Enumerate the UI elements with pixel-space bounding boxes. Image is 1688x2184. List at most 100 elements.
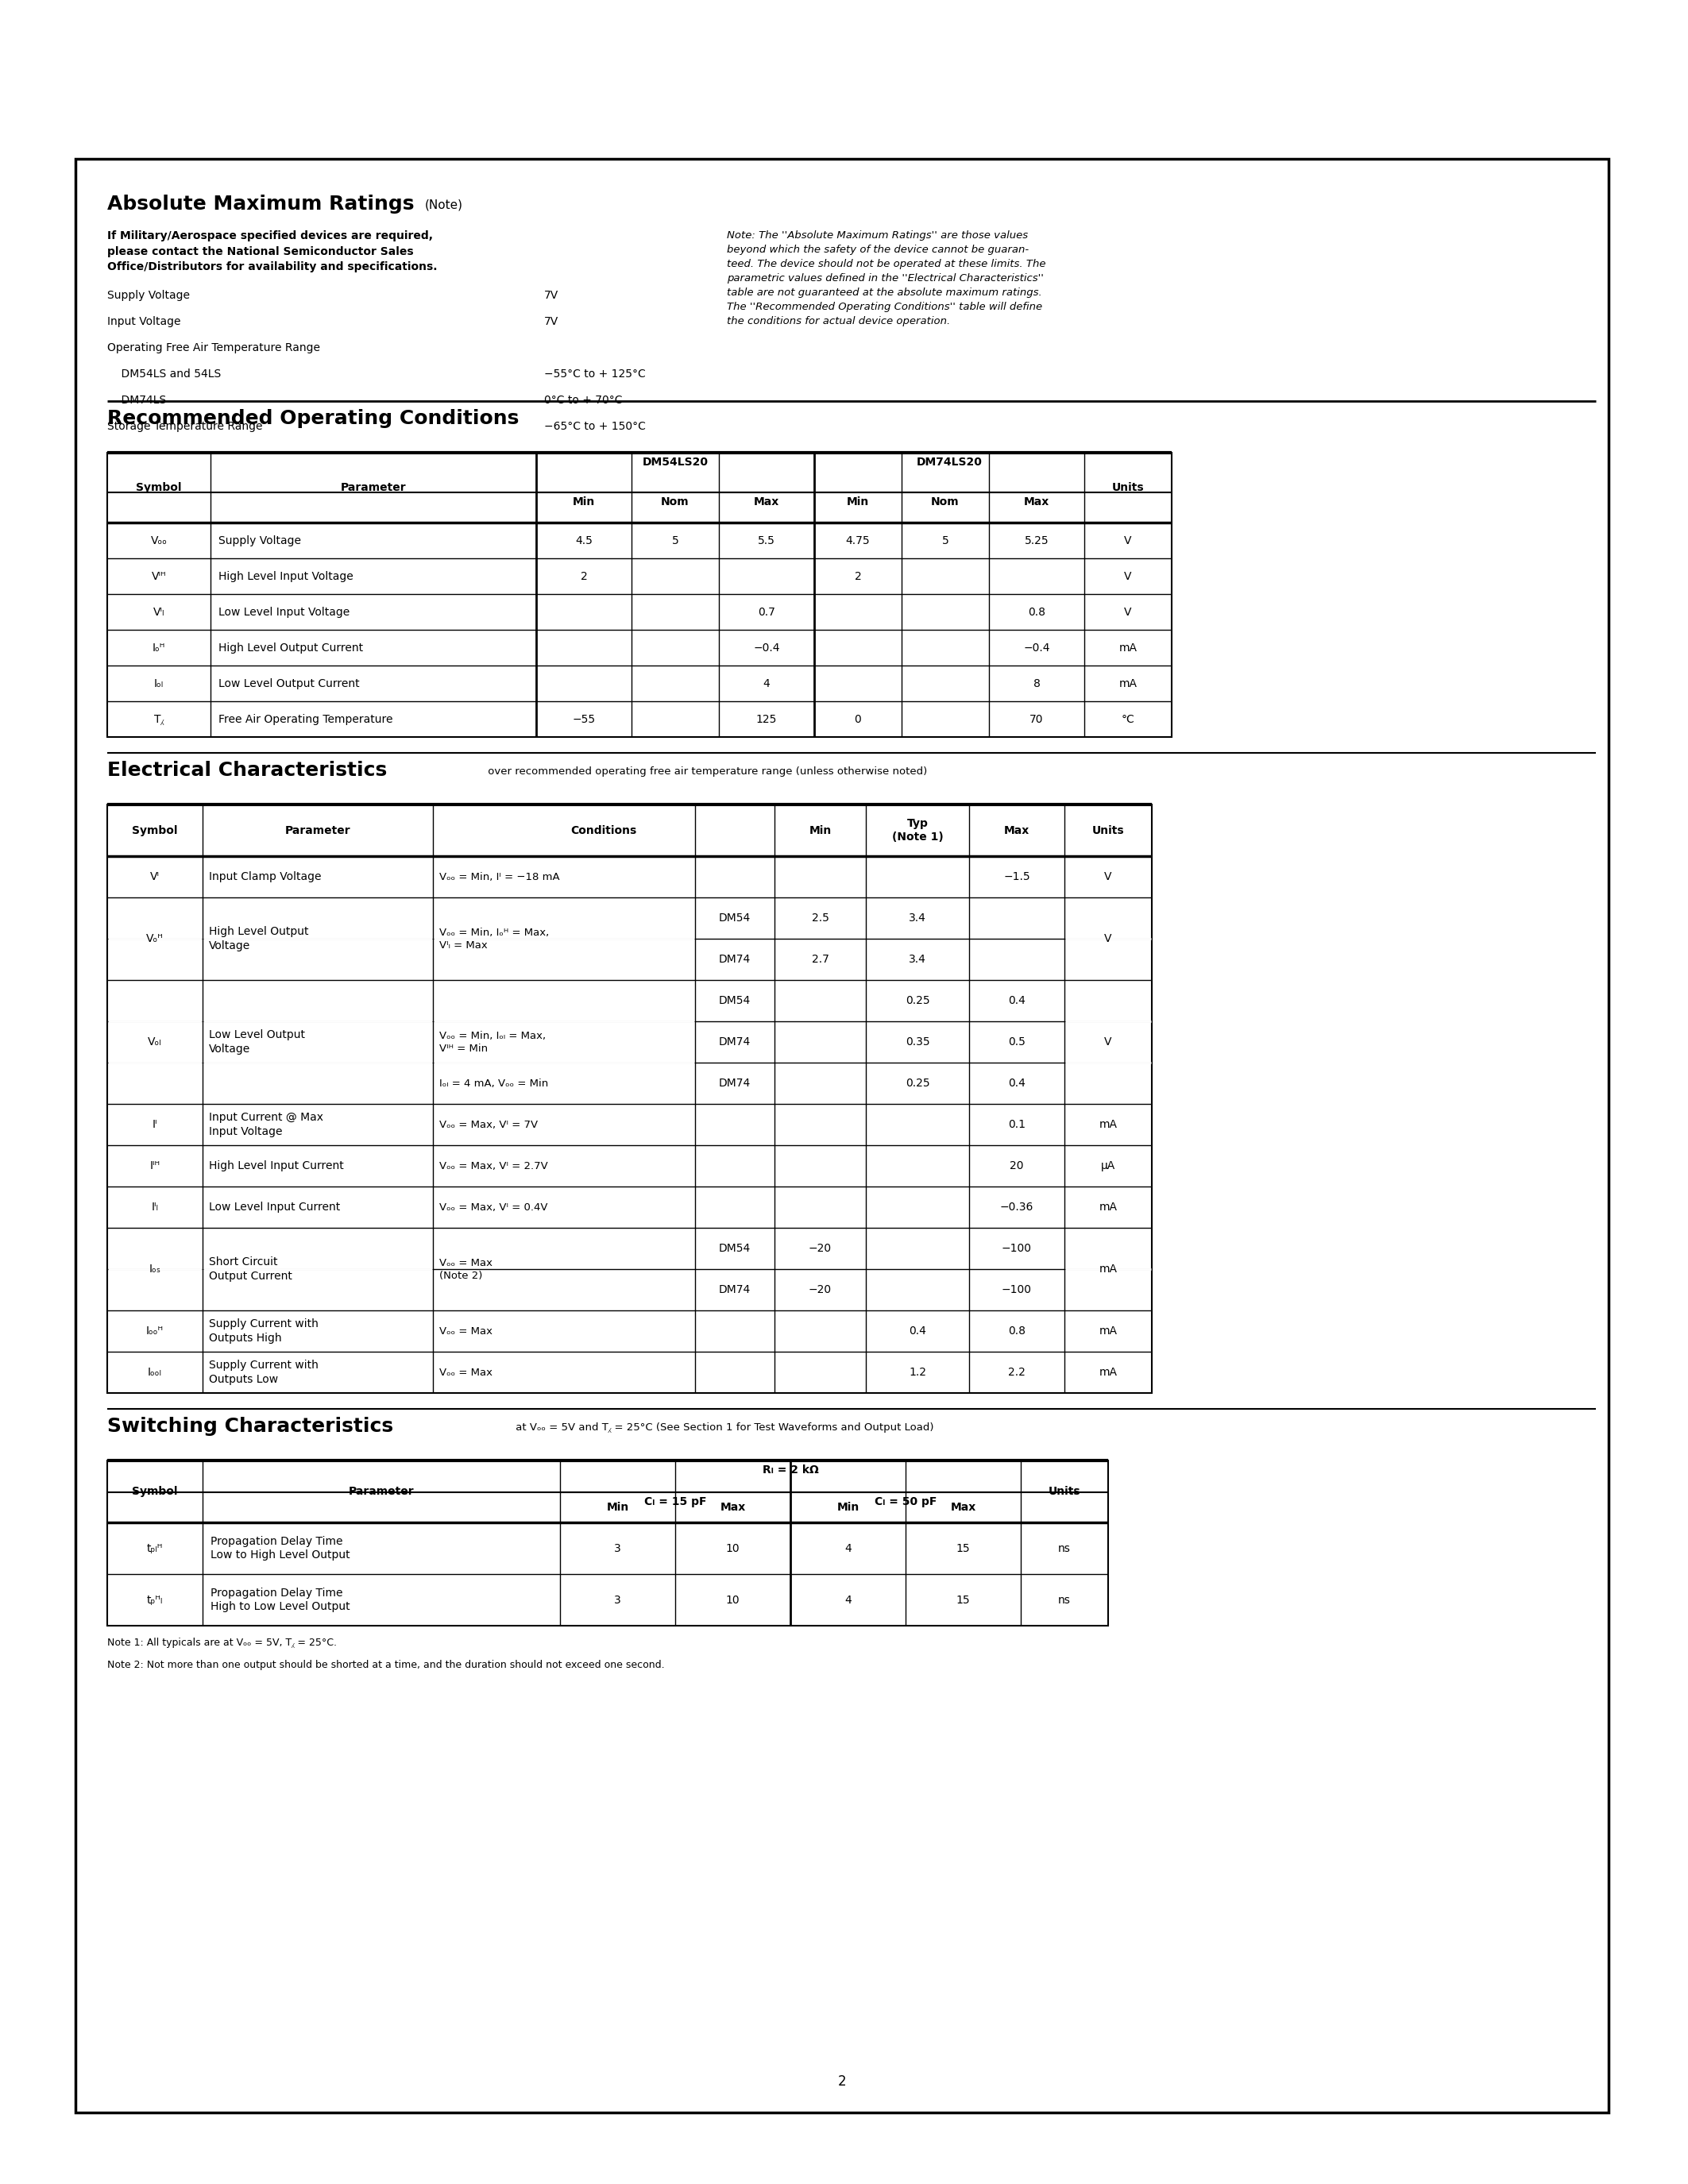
Text: T⁁: T⁁ xyxy=(154,714,164,725)
Text: Input Clamp Voltage: Input Clamp Voltage xyxy=(209,871,321,882)
Text: Switching Characteristics: Switching Characteristics xyxy=(108,1417,393,1435)
Text: Free Air Operating Temperature: Free Air Operating Temperature xyxy=(218,714,393,725)
Text: Min: Min xyxy=(606,1503,630,1514)
Text: Supply Voltage: Supply Voltage xyxy=(218,535,300,546)
Text: 0.8: 0.8 xyxy=(1008,1326,1026,1337)
Text: Symbol: Symbol xyxy=(137,483,182,494)
Text: Min: Min xyxy=(809,826,832,836)
Text: Low Level Output Current: Low Level Output Current xyxy=(218,677,360,688)
Text: 4: 4 xyxy=(844,1594,851,1605)
Text: 1.2: 1.2 xyxy=(908,1367,927,1378)
Text: Iₒᴴ: Iₒᴴ xyxy=(152,642,165,653)
Text: −100: −100 xyxy=(1001,1284,1031,1295)
Text: Max: Max xyxy=(1004,826,1030,836)
Text: Short Circuit
Output Current: Short Circuit Output Current xyxy=(209,1256,292,1282)
Text: Max: Max xyxy=(1025,496,1050,507)
Text: Note 2: Not more than one output should be shorted at a time, and the duration s: Note 2: Not more than one output should … xyxy=(108,1660,665,1671)
Text: High Level Output Current: High Level Output Current xyxy=(218,642,363,653)
Text: 3.4: 3.4 xyxy=(908,913,927,924)
Text: High Level Output
Voltage: High Level Output Voltage xyxy=(209,926,309,952)
Text: tₚᴴₗ: tₚᴴₗ xyxy=(147,1594,164,1605)
Text: 3: 3 xyxy=(614,1542,621,1553)
Text: Vₒₒ = Max
(Note 2): Vₒₒ = Max (Note 2) xyxy=(439,1258,493,1280)
Text: Min: Min xyxy=(572,496,596,507)
Text: Iᴵᴴ: Iᴵᴴ xyxy=(150,1160,160,1171)
Text: DM74: DM74 xyxy=(719,1284,751,1295)
Text: 4.5: 4.5 xyxy=(576,535,592,546)
Text: 0.25: 0.25 xyxy=(905,1077,930,1090)
Text: 5: 5 xyxy=(672,535,679,546)
Text: Units: Units xyxy=(1112,483,1144,494)
Text: Storage Temperature Range: Storage Temperature Range xyxy=(108,422,263,432)
Bar xyxy=(108,1461,1107,1625)
Text: mA: mA xyxy=(1099,1201,1117,1212)
Text: ns: ns xyxy=(1058,1542,1070,1553)
Text: 4: 4 xyxy=(763,677,770,688)
Text: Input Voltage: Input Voltage xyxy=(108,317,181,328)
Text: tₚₗᴴ: tₚₗᴴ xyxy=(147,1542,164,1553)
Bar xyxy=(76,159,1609,2112)
Text: Note 1: All typicals are at Vₒₒ = 5V, T⁁ = 25°C.: Note 1: All typicals are at Vₒₒ = 5V, T⁁… xyxy=(108,1638,338,1649)
Text: Note: The ''Absolute Maximum Ratings'' are those values
beyond which the safety : Note: The ''Absolute Maximum Ratings'' a… xyxy=(728,229,1047,325)
Text: 10: 10 xyxy=(726,1542,739,1553)
Text: Iₒₗ = 4 mA, Vₒₒ = Min: Iₒₗ = 4 mA, Vₒₒ = Min xyxy=(439,1079,549,1088)
Text: 0.25: 0.25 xyxy=(905,996,930,1007)
Text: High Level Input Current: High Level Input Current xyxy=(209,1160,344,1171)
Text: 2: 2 xyxy=(854,570,861,581)
Text: Propagation Delay Time
Low to High Level Output: Propagation Delay Time Low to High Level… xyxy=(211,1535,349,1562)
Text: Vₒₒ = Min, Iᴵ = −18 mA: Vₒₒ = Min, Iᴵ = −18 mA xyxy=(439,871,560,882)
Text: 4.75: 4.75 xyxy=(846,535,869,546)
Text: 0.4: 0.4 xyxy=(1008,996,1026,1007)
Text: V: V xyxy=(1104,1037,1112,1048)
Text: V: V xyxy=(1104,933,1112,943)
Text: Min: Min xyxy=(847,496,869,507)
Text: DM74LS: DM74LS xyxy=(108,395,165,406)
Text: −100: −100 xyxy=(1001,1243,1031,1254)
Text: V: V xyxy=(1124,535,1131,546)
Text: DM54: DM54 xyxy=(719,996,751,1007)
Text: Input Current @ Max
Input Voltage: Input Current @ Max Input Voltage xyxy=(209,1112,324,1138)
Text: Max: Max xyxy=(755,496,780,507)
Text: 5.5: 5.5 xyxy=(758,535,775,546)
Text: 2.7: 2.7 xyxy=(812,954,829,965)
Text: If Military/Aerospace specified devices are required,
please contact the Nationa: If Military/Aerospace specified devices … xyxy=(108,229,437,273)
Text: Nom: Nom xyxy=(932,496,959,507)
Text: 0.1: 0.1 xyxy=(1008,1118,1026,1129)
Text: μA: μA xyxy=(1101,1160,1116,1171)
Text: DM54LS and 54LS: DM54LS and 54LS xyxy=(108,369,221,380)
Text: V: V xyxy=(1104,871,1112,882)
Text: over recommended operating free air temperature range (unless otherwise noted): over recommended operating free air temp… xyxy=(484,767,927,778)
Text: Parameter: Parameter xyxy=(341,483,407,494)
Text: mA: mA xyxy=(1099,1367,1117,1378)
Text: 5: 5 xyxy=(942,535,949,546)
Text: Vₒₒ = Max, Vᴵ = 7V: Vₒₒ = Max, Vᴵ = 7V xyxy=(439,1120,538,1129)
Text: Max: Max xyxy=(721,1503,746,1514)
Text: Vₒᴴ: Vₒᴴ xyxy=(147,933,164,943)
Text: Iᴵₗ: Iᴵₗ xyxy=(152,1201,159,1212)
Text: 2: 2 xyxy=(581,570,587,581)
Text: 0.4: 0.4 xyxy=(908,1326,927,1337)
Text: 0.4: 0.4 xyxy=(1008,1077,1026,1090)
Text: Vₒₒ = Max, Vᴵ = 0.4V: Vₒₒ = Max, Vᴵ = 0.4V xyxy=(439,1201,547,1212)
Text: High Level Input Voltage: High Level Input Voltage xyxy=(218,570,353,581)
Text: Min: Min xyxy=(837,1503,859,1514)
Text: −0.36: −0.36 xyxy=(999,1201,1033,1212)
Bar xyxy=(108,452,1171,736)
Text: Iₒₒₗ: Iₒₒₗ xyxy=(149,1367,162,1378)
Text: 3: 3 xyxy=(614,1594,621,1605)
Text: (Note): (Note) xyxy=(425,199,463,210)
Text: Vₒₒ = Max, Vᴵ = 2.7V: Vₒₒ = Max, Vᴵ = 2.7V xyxy=(439,1160,549,1171)
Text: 0: 0 xyxy=(854,714,861,725)
Text: 15: 15 xyxy=(955,1594,971,1605)
Text: 0.8: 0.8 xyxy=(1028,607,1045,618)
Text: Iₒₒᴴ: Iₒₒᴴ xyxy=(147,1326,164,1337)
Text: Low Level Input Current: Low Level Input Current xyxy=(209,1201,341,1212)
Text: V: V xyxy=(1124,570,1131,581)
Text: Vₒₒ = Max: Vₒₒ = Max xyxy=(439,1326,493,1337)
Text: 0°C to + 70°C: 0°C to + 70°C xyxy=(544,395,623,406)
Text: DM74: DM74 xyxy=(719,954,751,965)
Text: mA: mA xyxy=(1099,1118,1117,1129)
Text: Nom: Nom xyxy=(662,496,689,507)
Text: Vₒₒ = Min, Iₒᴴ = Max,
Vᴵₗ = Max: Vₒₒ = Min, Iₒᴴ = Max, Vᴵₗ = Max xyxy=(439,928,549,950)
Text: Cₗ = 50 pF: Cₗ = 50 pF xyxy=(874,1496,937,1507)
